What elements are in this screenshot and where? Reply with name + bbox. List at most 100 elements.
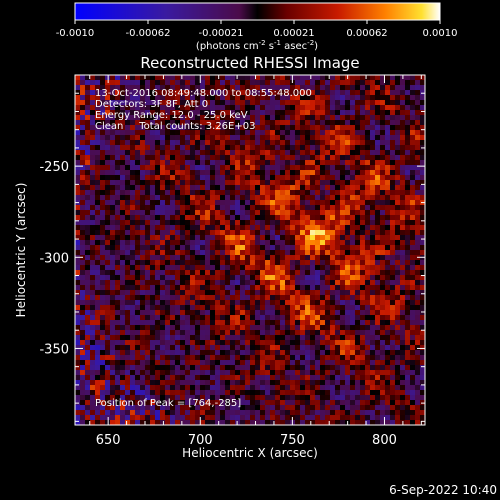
heatmap-cell	[255, 270, 261, 276]
heatmap-cell	[105, 315, 111, 321]
heatmap-cell	[210, 290, 216, 296]
heatmap-cell	[145, 245, 151, 251]
heatmap-cell	[395, 260, 401, 266]
heatmap-cell	[310, 405, 316, 411]
heatmap-cell	[280, 410, 286, 416]
heatmap-cell	[420, 410, 426, 416]
heatmap-cell	[240, 290, 246, 296]
heatmap-cell	[90, 345, 96, 351]
heatmap-cell	[320, 370, 326, 376]
heatmap-cell	[190, 180, 196, 186]
heatmap-cell	[225, 75, 231, 81]
heatmap-cell	[365, 130, 371, 136]
heatmap-cell	[185, 225, 191, 231]
heatmap-cell	[205, 300, 211, 306]
heatmap-cell	[130, 360, 136, 366]
heatmap-cell	[360, 395, 366, 401]
heatmap-cell	[245, 185, 251, 191]
heatmap-cell	[140, 280, 146, 286]
heatmap-cell	[230, 80, 236, 86]
heatmap-cell	[105, 365, 111, 371]
heatmap-cell	[105, 280, 111, 286]
heatmap-cell	[140, 180, 146, 186]
heatmap-cell	[255, 255, 261, 261]
heatmap-cell	[280, 265, 286, 271]
heatmap-cell	[330, 95, 336, 101]
heatmap-cell	[335, 250, 341, 256]
heatmap-cell	[360, 420, 366, 426]
heatmap-cell	[190, 230, 196, 236]
heatmap-cell	[335, 365, 341, 371]
heatmap-cell	[370, 415, 376, 421]
heatmap-cell	[295, 175, 301, 181]
heatmap-cell	[175, 130, 181, 136]
heatmap-cell	[325, 105, 331, 111]
heatmap-cell	[75, 205, 81, 211]
heatmap-cell	[90, 115, 96, 121]
heatmap-cell	[320, 130, 326, 136]
heatmap-cell	[105, 270, 111, 276]
heatmap-cell	[325, 225, 331, 231]
heatmap-cell	[370, 275, 376, 281]
heatmap-cell	[300, 275, 306, 281]
heatmap-cell	[325, 285, 331, 291]
heatmap-cell	[205, 270, 211, 276]
heatmap-cell	[380, 120, 386, 126]
heatmap-cell	[325, 120, 331, 126]
heatmap-cell	[200, 360, 206, 366]
heatmap-cell	[140, 75, 146, 81]
heatmap-cell	[325, 155, 331, 161]
heatmap-cell	[75, 330, 81, 336]
heatmap-cell	[420, 105, 426, 111]
heatmap-cell	[230, 405, 236, 411]
heatmap-cell	[200, 305, 206, 311]
heatmap-cell	[220, 215, 226, 221]
heatmap-cell	[385, 380, 391, 386]
heatmap-cell	[280, 75, 286, 81]
heatmap-cell	[205, 210, 211, 216]
heatmap-cell	[375, 285, 381, 291]
heatmap-cell	[220, 365, 226, 371]
heatmap-cell	[110, 320, 116, 326]
heatmap-cell	[85, 170, 91, 176]
heatmap-cell	[365, 90, 371, 96]
heatmap-cell	[315, 175, 321, 181]
heatmap-cell	[360, 75, 366, 81]
heatmap-cell	[320, 400, 326, 406]
heatmap-cell	[235, 205, 241, 211]
heatmap-cell	[360, 135, 366, 141]
heatmap-cell	[105, 90, 111, 96]
heatmap-cell	[260, 325, 266, 331]
heatmap-cell	[185, 190, 191, 196]
heatmap-cell	[240, 140, 246, 146]
heatmap-cell	[285, 370, 291, 376]
heatmap-cell	[300, 360, 306, 366]
heatmap-cell	[380, 385, 386, 391]
heatmap-cell	[355, 180, 361, 186]
heatmap-cell	[285, 130, 291, 136]
heatmap-cell	[165, 405, 171, 411]
heatmap-cell	[325, 415, 331, 421]
heatmap-cell	[80, 400, 86, 406]
heatmap-cell	[400, 240, 406, 246]
heatmap-cell	[330, 320, 336, 326]
heatmap-cell	[80, 390, 86, 396]
heatmap-cell	[290, 205, 296, 211]
heatmap-cell	[420, 365, 426, 371]
heatmap-cell	[325, 200, 331, 206]
heatmap-cell	[385, 240, 391, 246]
heatmap-cell	[205, 130, 211, 136]
heatmap-cell	[270, 410, 276, 416]
heatmap-cell	[230, 285, 236, 291]
heatmap-cell	[190, 250, 196, 256]
heatmap-cell	[290, 360, 296, 366]
heatmap-cell	[350, 420, 356, 426]
heatmap-cell	[150, 295, 156, 301]
heatmap-cell	[165, 305, 171, 311]
heatmap-cell	[420, 305, 426, 311]
heatmap-cell	[190, 360, 196, 366]
heatmap-cell	[185, 285, 191, 291]
heatmap-cell	[245, 225, 251, 231]
heatmap-cell	[165, 270, 171, 276]
heatmap-cell	[410, 90, 416, 96]
